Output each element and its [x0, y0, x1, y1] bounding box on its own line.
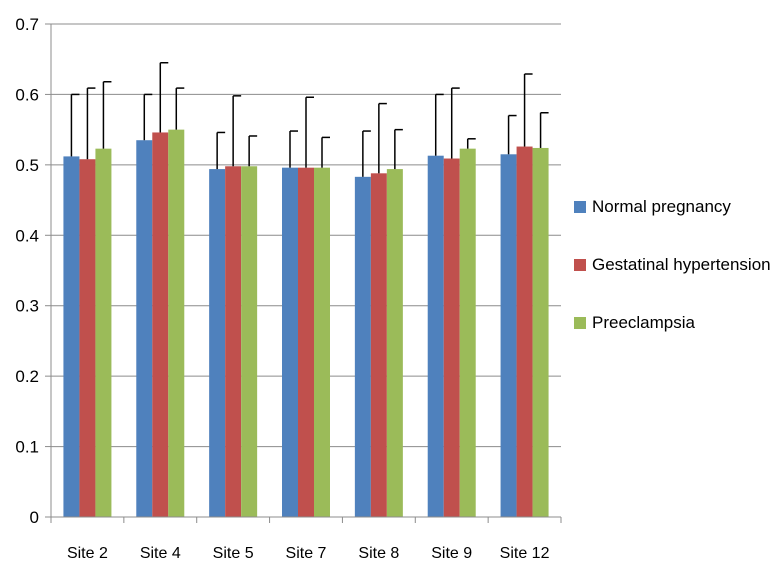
bar: [427, 155, 444, 518]
legend-label: Preeclampsia: [592, 313, 696, 332]
bar: [314, 167, 330, 517]
bar: [95, 148, 112, 517]
legend-label: Gestatinal hypertension: [592, 255, 771, 274]
y-tick-label: 0.1: [15, 438, 39, 457]
y-tick-label: 0.6: [15, 85, 39, 104]
bar: [354, 176, 371, 517]
x-category-label: Site 4: [140, 545, 181, 562]
bar: [209, 169, 226, 517]
error-bars: [70, 61, 549, 177]
bar: [152, 132, 169, 517]
bar: [63, 156, 80, 518]
y-tick-label: 0.5: [15, 156, 39, 175]
bar: [532, 147, 549, 517]
x-category-label: Site 12: [500, 545, 550, 562]
legend-swatch: [574, 317, 586, 329]
bar: [79, 159, 96, 518]
bar: [459, 148, 476, 517]
y-tick-label: 0.3: [15, 297, 39, 316]
bar: [282, 167, 298, 517]
x-category-label: Site 2: [67, 545, 108, 562]
y-tick-label: 0: [30, 508, 39, 527]
axes: 0 0.1 0.2 0.3 0.4 0.5 0.6 0.7 Site 2 Site 4 Site 5…: [15, 15, 562, 562]
y-tick-label: 0.4: [15, 226, 39, 245]
y-tick-label: 0.2: [15, 367, 39, 386]
bar: [516, 146, 533, 517]
legend-swatch: [574, 259, 586, 271]
bar: [298, 167, 314, 517]
x-category-label: Site 8: [358, 545, 399, 562]
bar: [241, 166, 258, 517]
bar: [443, 158, 460, 518]
bar: [500, 154, 517, 518]
legend-label: Normal pregnancy: [592, 197, 731, 216]
legend-swatch: [574, 201, 586, 213]
bar: [168, 129, 185, 517]
bar: [370, 173, 387, 517]
bar: [136, 140, 153, 517]
legend: Normal pregnancy Gestatinal hypertension P…: [574, 197, 771, 332]
x-category-label: Site 9: [431, 545, 472, 562]
y-tick-label: 0.7: [15, 15, 39, 34]
x-category-label: Site 7: [286, 545, 327, 562]
bar: [225, 166, 242, 517]
bar: [386, 169, 403, 517]
bars: [63, 129, 549, 518]
x-category-label: Site 5: [213, 545, 254, 562]
